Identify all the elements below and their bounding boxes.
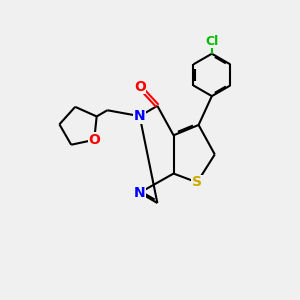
Text: O: O	[134, 80, 146, 94]
Text: O: O	[88, 133, 100, 147]
Text: Cl: Cl	[205, 35, 218, 48]
Text: S: S	[192, 176, 202, 189]
Text: N: N	[134, 109, 146, 123]
Text: N: N	[134, 186, 146, 200]
